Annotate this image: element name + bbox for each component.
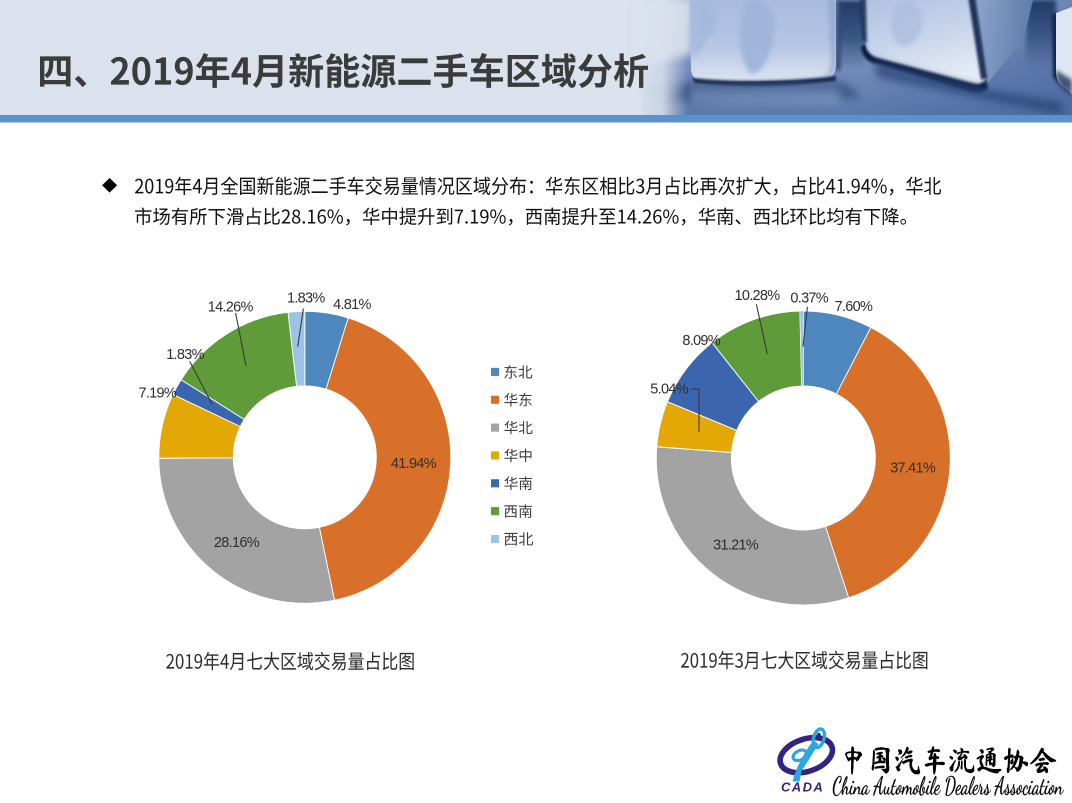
- svg-text:CADA: CADA: [781, 780, 824, 795]
- svg-text:37.41%: 37.41%: [890, 460, 936, 476]
- svg-text:7.19%: 7.19%: [138, 386, 176, 402]
- svg-text:14.26%: 14.26%: [208, 300, 254, 316]
- svg-text:4.81%: 4.81%: [333, 297, 371, 313]
- svg-text:5.04%: 5.04%: [650, 381, 688, 397]
- svg-text:7.60%: 7.60%: [835, 299, 873, 315]
- svg-text:10.28%: 10.28%: [735, 288, 781, 304]
- svg-text:1.83%: 1.83%: [287, 290, 325, 306]
- svg-text:28.16%: 28.16%: [214, 535, 260, 551]
- svg-text:1.83%: 1.83%: [166, 347, 204, 363]
- svg-text:8.09%: 8.09%: [682, 333, 720, 349]
- svg-text:31.21%: 31.21%: [713, 537, 759, 553]
- svg-text:0.37%: 0.37%: [790, 291, 828, 307]
- svg-text:41.94%: 41.94%: [391, 456, 437, 472]
